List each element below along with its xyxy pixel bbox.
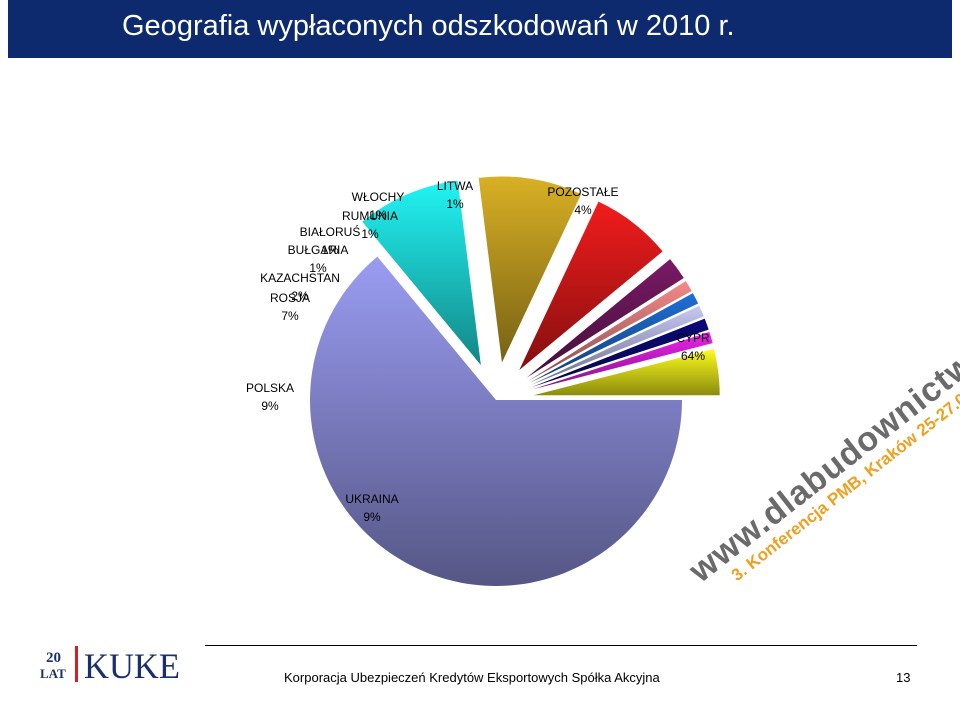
label-value: 1% [361, 227, 379, 241]
label-pozostałe: POZOSTAŁE 4% [547, 185, 618, 217]
label-value: 2% [291, 289, 309, 303]
label-name: ROSJA [270, 291, 310, 305]
label-name: POLSKA [246, 381, 294, 395]
logo-years-label: LAT [40, 666, 66, 681]
label-cypr: CYPR 64% [676, 331, 710, 363]
label-value: 1% [446, 197, 464, 211]
slice-pozostałe [533, 348, 720, 396]
label-litwa: LITWA 1% [437, 179, 473, 211]
slice-kazachstan [526, 259, 684, 378]
label-value: 1% [369, 208, 387, 222]
label-białoruś: BIAŁORUŚ 1% [300, 224, 361, 257]
label-rosja: ROSJA 7% [270, 291, 310, 323]
slice-cypr [310, 256, 682, 586]
page-title: Geografia wypłaconych odszkodowań w 2010… [122, 10, 735, 42]
label-name: WŁOCHY [352, 190, 405, 204]
slice-włochy [531, 318, 709, 388]
title-bar: Geografia wypłaconych odszkodowań w 2010… [8, 0, 952, 58]
slice-bułgaria [528, 280, 692, 381]
label-value: 64% [681, 349, 705, 363]
slice-rumunia [530, 305, 704, 385]
label-name: RUMUNIA [342, 209, 398, 223]
pie-labels: CYPR 64% UKRAINA 9% POLSKA 9% ROSJA 7% KAZACHSTA… [246, 179, 710, 524]
slice-rosja [519, 201, 663, 370]
label-rumunia: RUMUNIA 1% [342, 209, 398, 241]
slice-litwa [532, 331, 713, 390]
label-value: 7% [281, 309, 299, 323]
logo-years: 20 [46, 650, 61, 666]
kuke-logo-graphic: 20 LAT KUKE [40, 646, 180, 686]
label-name: CYPR [676, 331, 710, 345]
kuke-logo: 20 LAT KUKE [38, 638, 188, 690]
slice-białoruś [529, 293, 699, 383]
label-name: POZOSTAŁE [547, 185, 618, 199]
label-name: UKRAINA [345, 492, 398, 506]
label-value: 4% [574, 203, 592, 217]
logo-brand: KUKE [84, 646, 180, 686]
footer-company: Korporacja Ubezpieczeń Kredytów Eksporto… [284, 670, 660, 685]
label-value: 9% [261, 399, 279, 413]
label-kazachstan: KAZACHSTAN 2% [260, 271, 340, 303]
label-name: KAZACHSTAN [260, 271, 340, 285]
label-value: 9% [363, 510, 381, 524]
page-number: 13 [896, 670, 911, 685]
label-name: BUŁGARIA [288, 243, 349, 257]
pie-slices [310, 176, 720, 586]
slice-ukraina [362, 180, 481, 366]
label-włochy: WŁOCHY 1% [352, 190, 405, 222]
slice-polska [478, 176, 582, 363]
label-value: 1% [309, 261, 327, 275]
label-bułgaria: BUŁGARIA 1% [288, 243, 349, 275]
footer-divider [205, 645, 917, 646]
label-value: 1% [321, 243, 339, 257]
label-ukraina: UKRAINA 9% [345, 492, 398, 524]
label-name: LITWA [437, 179, 473, 193]
label-polska: POLSKA 9% [246, 381, 294, 413]
label-name: BIAŁORUŚ [300, 224, 361, 239]
logo-divider [75, 646, 78, 682]
